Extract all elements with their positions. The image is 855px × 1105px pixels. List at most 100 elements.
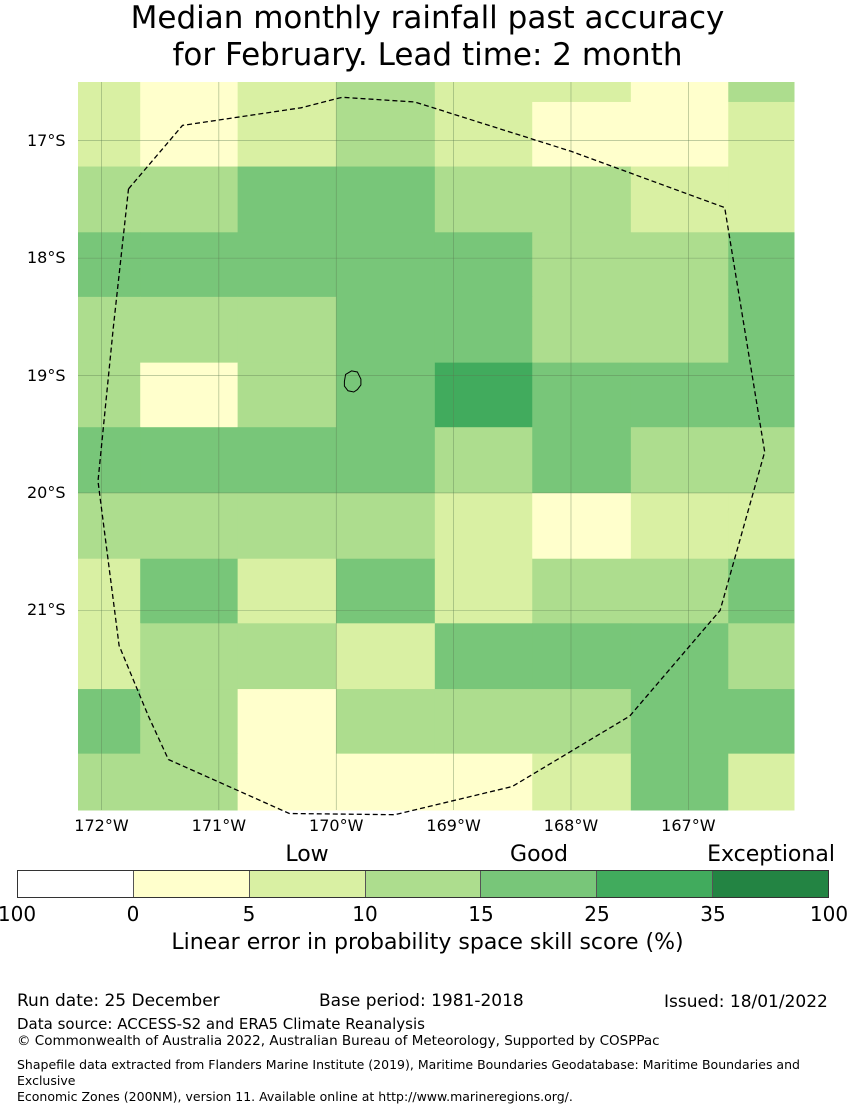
latitude-label: 21°S bbox=[27, 600, 66, 620]
grid-cell bbox=[140, 296, 239, 364]
colorbar-tick-label: 15 bbox=[468, 902, 494, 926]
grid-cell bbox=[728, 753, 795, 811]
grid-cell bbox=[728, 232, 795, 298]
grid-cell bbox=[630, 558, 729, 624]
grid-cell bbox=[237, 558, 337, 624]
grid-cell bbox=[630, 623, 729, 690]
grid-cell bbox=[434, 753, 533, 811]
longitude-label: 171°W bbox=[191, 816, 247, 835]
grid-cell bbox=[237, 296, 337, 364]
grid-cell bbox=[336, 753, 436, 811]
grid-cell bbox=[78, 492, 141, 560]
grid-cell bbox=[532, 166, 632, 233]
colorbar-title: Linear error in probability space skill … bbox=[171, 930, 684, 955]
colorbar-tick-label: 35 bbox=[700, 902, 726, 926]
grid-cell bbox=[237, 166, 337, 233]
grid-cell bbox=[728, 689, 795, 755]
longitude-label: 169°W bbox=[426, 816, 481, 835]
shapefile-credit: Shapefile data extracted from Flanders M… bbox=[17, 1057, 855, 1105]
colorbar-segment bbox=[597, 871, 714, 897]
grid-cell bbox=[140, 623, 239, 690]
grid-cell bbox=[728, 362, 795, 428]
grid-cell bbox=[630, 166, 729, 233]
grid-cell bbox=[434, 558, 533, 624]
colorbar-segment bbox=[133, 871, 250, 897]
grid-cell bbox=[336, 82, 436, 103]
grid-cell bbox=[434, 492, 533, 560]
colorbar-segment bbox=[249, 871, 366, 897]
grid-cell bbox=[336, 362, 436, 428]
map-canvas bbox=[78, 82, 795, 816]
grid-cell bbox=[237, 689, 337, 755]
grid-cell bbox=[434, 232, 533, 298]
grid-cell bbox=[434, 362, 533, 428]
grid-cell bbox=[78, 166, 141, 233]
longitude-label: 167°W bbox=[661, 816, 716, 835]
grid-cell bbox=[728, 82, 795, 103]
grid-cell bbox=[630, 296, 729, 364]
colorbar-tick-label: 100 bbox=[809, 902, 849, 926]
grid-cell bbox=[336, 689, 436, 755]
grid-cell bbox=[78, 689, 141, 755]
grid-cell bbox=[434, 427, 533, 494]
grid-cell bbox=[434, 623, 533, 690]
colorbar-category-label: Good bbox=[510, 842, 568, 867]
graticule bbox=[78, 82, 794, 810]
colorbar-category-label: Low bbox=[285, 842, 329, 867]
grid-cell bbox=[237, 101, 337, 168]
grid-cell bbox=[140, 362, 239, 428]
grid-cell bbox=[532, 558, 632, 624]
run-date: Run date: 25 December bbox=[17, 991, 220, 1011]
grid-cell bbox=[78, 82, 141, 103]
grid-cell bbox=[630, 427, 729, 494]
colorbar-category-label: Exceptional bbox=[707, 842, 835, 867]
grid-cell bbox=[532, 427, 632, 494]
grid-cell bbox=[630, 753, 729, 811]
grid-cell bbox=[336, 101, 436, 168]
grid-cell bbox=[336, 492, 436, 560]
grid-cell bbox=[532, 101, 632, 168]
title-line-1: Median monthly rainfall past accuracy bbox=[130, 0, 725, 36]
base-period: Base period: 1981-2018 bbox=[319, 991, 524, 1011]
grid-cell bbox=[78, 558, 141, 624]
grid-cell bbox=[728, 558, 795, 624]
colorbar-segment bbox=[713, 871, 829, 897]
grid-cell bbox=[728, 623, 795, 690]
grid-cell bbox=[434, 689, 533, 755]
colorbar-tick-label: 5 bbox=[242, 902, 256, 926]
grid-cell bbox=[140, 689, 239, 755]
grid-cell bbox=[140, 166, 239, 233]
grid-cell bbox=[140, 558, 239, 624]
colorbar-tick-label: 25 bbox=[584, 902, 610, 926]
colorbar-segment bbox=[18, 871, 134, 897]
shapefile-credit-line-1: Shapefile data extracted from Flanders M… bbox=[17, 1057, 800, 1088]
grid-cell bbox=[630, 492, 729, 560]
copyright: © Commonwealth of Australia 2022, Austra… bbox=[17, 1033, 660, 1049]
data-source: Data source: ACCESS-S2 and ERA5 Climate … bbox=[17, 1015, 425, 1033]
grid-cell bbox=[434, 166, 533, 233]
skill-grid bbox=[78, 82, 795, 811]
grid-cell bbox=[630, 689, 729, 755]
latitude-label: 17°S bbox=[27, 130, 66, 150]
grid-cell bbox=[434, 296, 533, 364]
longitude-label: 168°W bbox=[543, 816, 599, 835]
grid-cell bbox=[532, 623, 632, 690]
grid-cell bbox=[728, 296, 795, 364]
grid-cell bbox=[434, 82, 533, 103]
grid-cell bbox=[140, 492, 239, 560]
longitude-label: 172°W bbox=[74, 816, 129, 835]
title-line-2: for February. Lead time: 2 month bbox=[172, 37, 683, 73]
grid-cell bbox=[630, 101, 729, 168]
island-outline bbox=[343, 370, 362, 393]
grid-cell bbox=[140, 82, 239, 103]
grid-cell bbox=[532, 82, 632, 103]
grid-cell bbox=[336, 427, 436, 494]
latitude-label: 18°S bbox=[27, 248, 66, 268]
grid-cell bbox=[78, 427, 141, 494]
grid-cell bbox=[237, 753, 337, 811]
colorbar bbox=[17, 870, 829, 898]
colorbar-segment bbox=[481, 871, 598, 897]
grid-cell bbox=[532, 232, 632, 298]
colorbar-segment bbox=[365, 871, 482, 897]
grid-cell bbox=[532, 492, 632, 560]
